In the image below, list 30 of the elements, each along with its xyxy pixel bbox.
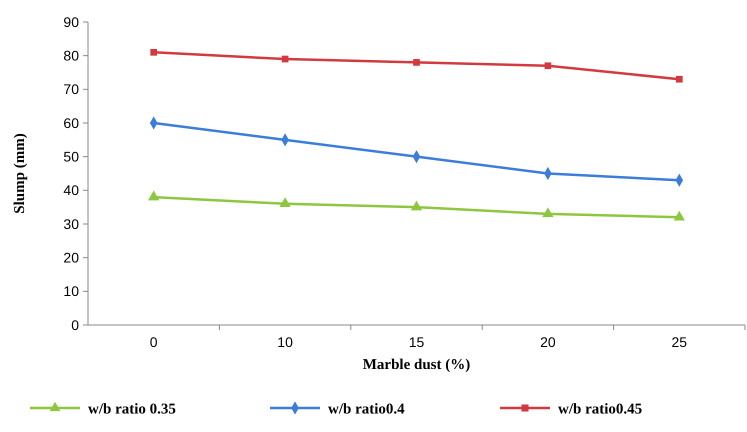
point: [150, 48, 158, 56]
y-tick-label: 70: [63, 81, 80, 98]
x-tick-label: 10: [277, 334, 294, 350]
point: [674, 210, 685, 221]
point: [413, 59, 420, 66]
x-tick-label: 25: [672, 334, 688, 350]
point: [279, 197, 291, 208]
y-tick-label: 10: [63, 283, 80, 300]
legend-label: w/b ratio0.4: [328, 401, 406, 418]
point: [676, 76, 683, 83]
y-tick-label: 50: [63, 148, 80, 165]
legend-label: w/b ratio0.45: [558, 401, 642, 418]
y-tick-label: 60: [63, 114, 80, 131]
y-tick-label: 30: [63, 216, 80, 232]
legend-label: w/b ratio 0.35: [88, 401, 176, 418]
y-tick-label: 20: [63, 250, 80, 266]
point: [410, 200, 422, 210]
y-tick-label: 0: [71, 316, 80, 333]
y-tick-label: 90: [63, 14, 80, 30]
y-axis-title: Slump (mm): [12, 133, 28, 214]
x-axis-title: Marble dust (%): [362, 357, 470, 373]
y-tick-label: 80: [63, 48, 80, 64]
point: [148, 190, 160, 200]
point: [542, 207, 554, 218]
point: [544, 62, 552, 70]
point: [282, 56, 288, 62]
x-tick-label: 0: [150, 334, 158, 350]
x-tick-label: 15: [408, 334, 424, 350]
x-tick-label: 20: [540, 334, 556, 350]
y-tick-label: 40: [63, 182, 80, 198]
